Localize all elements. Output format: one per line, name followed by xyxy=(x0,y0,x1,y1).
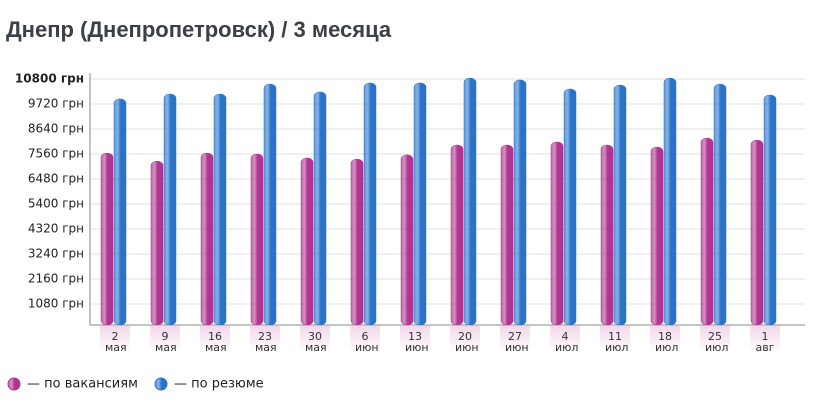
bar xyxy=(413,82,427,326)
chart-title: Днепр (Днепропетровск) / 3 месяца xyxy=(6,17,392,42)
bar xyxy=(450,144,464,326)
x-tick-label: 2 мая xyxy=(105,330,127,354)
category-background xyxy=(600,326,630,354)
bar xyxy=(213,93,227,326)
bar xyxy=(700,137,714,326)
legend-label: — по вакансиям xyxy=(27,377,138,392)
x-tick-label: 6 июн xyxy=(355,330,379,354)
category-background xyxy=(750,326,780,354)
y-tick-label: 7560 грн xyxy=(28,147,84,161)
category-background xyxy=(100,326,130,354)
y-tick-label: 5400 грн xyxy=(28,197,84,211)
x-tick-label: 4 июл xyxy=(555,330,579,354)
bar xyxy=(200,152,214,326)
category-background xyxy=(650,326,680,354)
y-tick-label: 9720 грн xyxy=(28,97,84,111)
y-tick-label: 2160 грн xyxy=(28,272,84,286)
x-tick-label: 1 авг xyxy=(755,330,775,354)
category-background xyxy=(400,326,430,354)
bar xyxy=(113,98,127,326)
bar xyxy=(750,139,764,326)
x-tick-label: 13 июн xyxy=(405,330,429,354)
bar xyxy=(713,83,727,326)
x-tick-label: 20 июн xyxy=(455,330,479,354)
x-tick-label: 25 июл xyxy=(705,330,729,354)
x-tick-label: 30 мая xyxy=(305,330,327,354)
y-tick-label: 10800 грн xyxy=(15,72,84,86)
bar xyxy=(563,88,577,326)
category-background xyxy=(300,326,330,354)
category-background xyxy=(500,326,530,354)
bar xyxy=(250,153,264,326)
x-tick-label: 11 июл xyxy=(605,330,629,354)
x-tick-label: 18 июл xyxy=(655,330,679,354)
x-tick-label: 16 мая xyxy=(205,330,227,354)
category-background xyxy=(700,326,730,354)
category-background xyxy=(350,326,380,354)
bar xyxy=(613,84,627,326)
bar xyxy=(763,94,777,326)
x-tick-label: 27 июн xyxy=(505,330,529,354)
bar xyxy=(363,82,377,326)
bar xyxy=(400,154,414,326)
category-background xyxy=(250,326,280,354)
bar xyxy=(100,152,114,326)
bar xyxy=(513,79,527,326)
bar xyxy=(350,158,364,326)
bar xyxy=(263,83,277,326)
bar xyxy=(550,141,564,326)
y-tick-label: 3240 грн xyxy=(28,247,84,261)
legend-label: — по резюме xyxy=(174,377,264,392)
bar xyxy=(300,157,314,326)
category-background xyxy=(450,326,480,354)
bar xyxy=(600,144,614,326)
y-tick-label: 1080 грн xyxy=(28,297,84,311)
legend-marker xyxy=(7,377,21,391)
y-tick-label: 8640 грн xyxy=(28,122,84,136)
bar xyxy=(163,93,177,326)
bar xyxy=(150,160,164,326)
legend-marker xyxy=(154,377,168,391)
x-tick-label: 9 мая xyxy=(155,330,177,354)
bar xyxy=(663,77,677,326)
category-background xyxy=(550,326,580,354)
x-tick-label: 23 мая xyxy=(255,330,277,354)
category-background xyxy=(200,326,230,354)
y-tick-label: 4320 грн xyxy=(28,222,84,236)
y-tick-label: 6480 грн xyxy=(28,172,84,186)
bar xyxy=(500,144,514,326)
bar xyxy=(313,91,327,326)
category-background xyxy=(150,326,180,354)
bar xyxy=(650,146,664,326)
bar xyxy=(463,77,477,326)
